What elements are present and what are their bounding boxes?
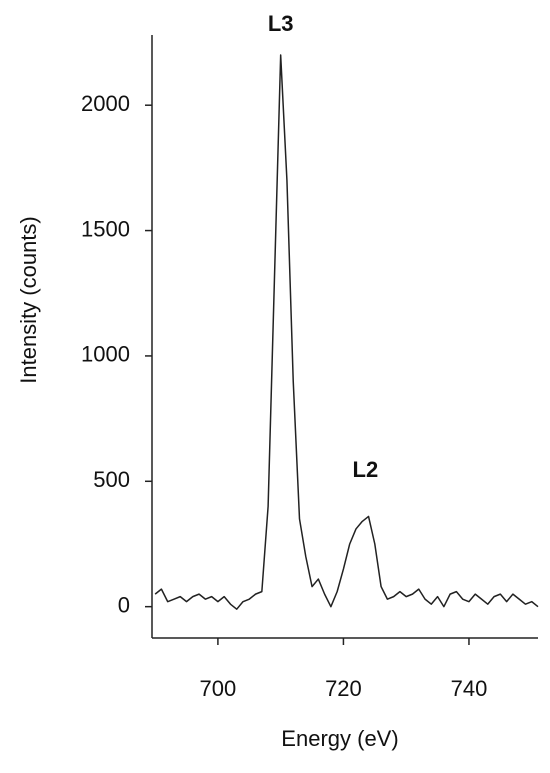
y-tick-label: 1500 — [81, 216, 130, 241]
x-axis-title: Energy (eV) — [281, 726, 398, 751]
x-tick-label: 740 — [451, 676, 488, 701]
x-tick-label: 700 — [200, 676, 237, 701]
y-tick-label: 500 — [93, 467, 130, 492]
y-tick-label: 0 — [118, 592, 130, 617]
y-tick-label: 2000 — [81, 91, 130, 116]
spectrum-line — [154, 54, 539, 610]
x-tick-label: 720 — [325, 676, 362, 701]
y-axis-title: Intensity (counts) — [16, 216, 41, 384]
peak-label: L3 — [268, 11, 294, 36]
peak-label: L2 — [353, 457, 379, 482]
y-tick-label: 1000 — [81, 342, 130, 367]
